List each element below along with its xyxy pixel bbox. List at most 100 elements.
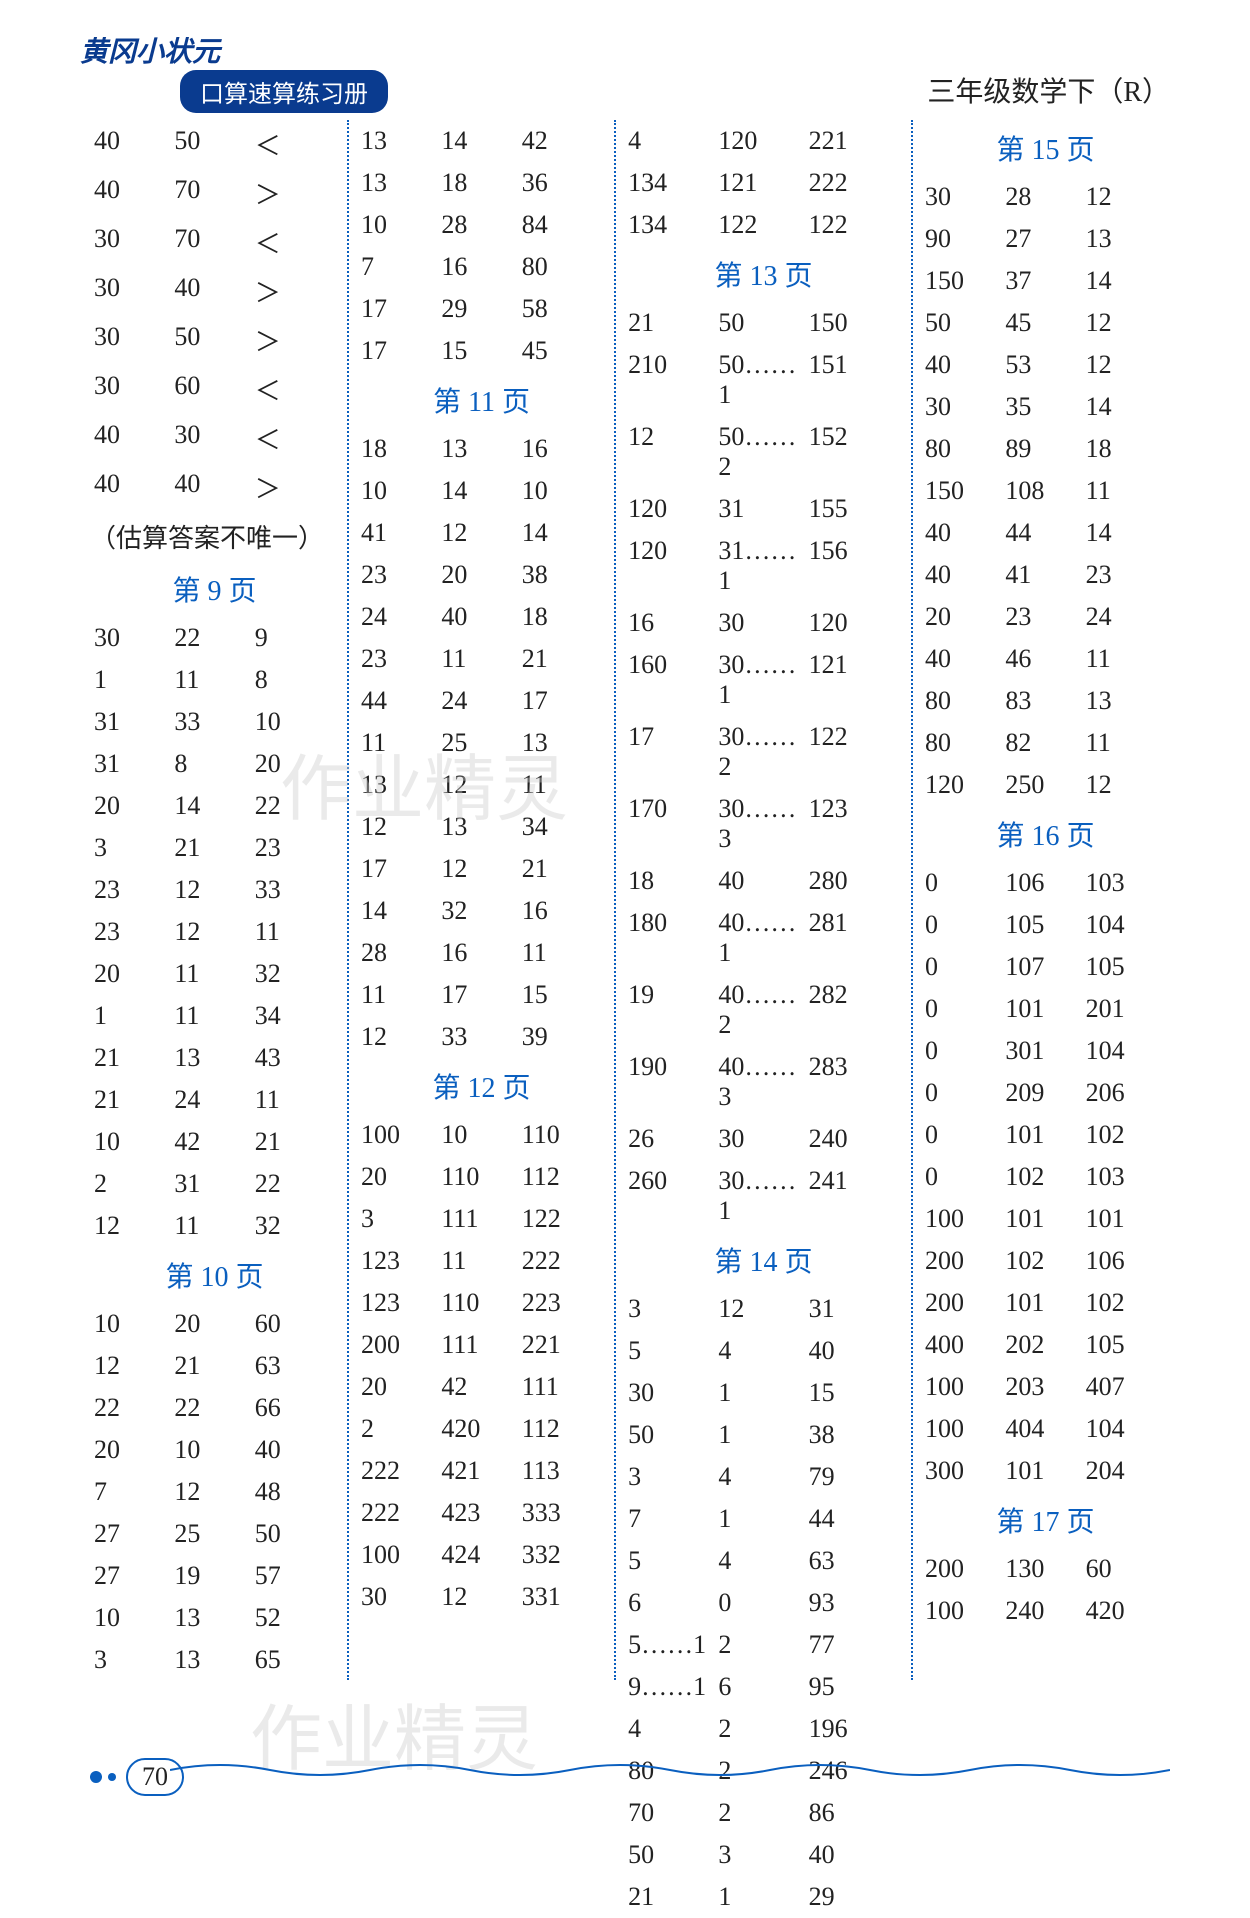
data-row: 272550 <box>90 1513 339 1555</box>
cell: 281 <box>809 908 899 968</box>
data-row: 50138 <box>624 1414 903 1456</box>
cell: 17 <box>441 980 521 1010</box>
cell: 6 <box>628 1588 718 1618</box>
cell: 30 <box>361 1582 441 1612</box>
cell: 22 <box>94 1393 174 1423</box>
cell: 103 <box>1086 1162 1166 1192</box>
cell: 301 <box>1005 1036 1085 1066</box>
cell: 16 <box>522 896 602 926</box>
cell: 40 <box>925 518 1005 548</box>
data-row: 4040＞ <box>90 463 339 512</box>
cell: 14 <box>441 476 521 506</box>
cell: 45 <box>1005 308 1085 338</box>
cell: 17 <box>361 336 441 366</box>
cell: 222 <box>361 1456 441 1486</box>
data-row: 4120221 <box>624 120 903 162</box>
data-row: 1730……2122 <box>624 716 903 788</box>
data-row: 200102106 <box>921 1240 1170 1282</box>
cell: 30 <box>174 420 254 457</box>
cell: ＞ <box>255 175 335 212</box>
cell: 201 <box>1086 994 1166 1024</box>
cell: 120 <box>718 126 808 156</box>
data-row: 10010110 <box>357 1114 606 1156</box>
data-row: 15010811 <box>921 470 1170 512</box>
cell: 120 <box>628 536 718 596</box>
cell: 423 <box>441 1498 521 1528</box>
data-row: 12031155 <box>624 488 903 530</box>
data-row: 71248 <box>90 1471 339 1513</box>
cell: 63 <box>255 1351 335 1381</box>
cell: 5……1 <box>628 1630 718 1660</box>
cell: 50……1 <box>718 350 808 410</box>
data-row: 31231 <box>624 1288 903 1330</box>
cell: 23 <box>94 917 174 947</box>
cell: 101 <box>1005 1120 1085 1150</box>
cell: 30 <box>718 608 808 638</box>
data-row: 303514 <box>921 386 1170 428</box>
cell: 12 <box>174 1477 254 1507</box>
section-title: 第 13 页 <box>624 246 903 302</box>
cell: 101 <box>1086 1204 1166 1234</box>
cell: 120 <box>809 608 899 638</box>
cell: 31 <box>174 1169 254 1199</box>
cell: 20 <box>925 602 1005 632</box>
cell: 23 <box>1005 602 1085 632</box>
data-row: 222421113 <box>357 1450 606 1492</box>
cell: 28 <box>361 938 441 968</box>
cell: 79 <box>809 1462 899 1492</box>
cell: 20 <box>255 749 335 779</box>
data-row: 0101102 <box>921 1114 1170 1156</box>
cell: 44 <box>809 1504 899 1534</box>
data-row: 1630120 <box>624 602 903 644</box>
cell: 3 <box>94 833 174 863</box>
cell: 12 <box>1086 182 1166 212</box>
cell: 28 <box>1005 182 1085 212</box>
cell: 190 <box>628 1052 718 1112</box>
data-row: 1840280 <box>624 860 903 902</box>
cell: 42 <box>174 1127 254 1157</box>
cell: 152 <box>809 422 899 482</box>
cell: 32 <box>441 896 521 926</box>
cell: 12 <box>1086 308 1166 338</box>
data-row: 808211 <box>921 722 1170 764</box>
cell: 101 <box>1005 1288 1085 1318</box>
cell: 80 <box>522 252 602 282</box>
cell: 110 <box>522 1120 602 1150</box>
cell: 15 <box>522 980 602 1010</box>
cell: 13 <box>361 126 441 156</box>
cell: 283 <box>809 1052 899 1112</box>
cell: 40 <box>94 420 174 457</box>
data-row: 122163 <box>90 1345 339 1387</box>
data-row: 244018 <box>357 596 606 638</box>
cell: 29 <box>809 1882 899 1912</box>
data-row: 19040……3283 <box>624 1046 903 1118</box>
cell: 13 <box>361 168 441 198</box>
data-row: 26030……1241 <box>624 1160 903 1232</box>
cell: 30 <box>718 1124 808 1154</box>
data-row: 112513 <box>357 722 606 764</box>
data-row: 5……1277 <box>624 1624 903 1666</box>
column-4: 第 15 页3028129027131503714504512405312303… <box>921 120 1170 1918</box>
cell: 12 <box>1086 770 1166 800</box>
cell: 30……1 <box>718 1166 808 1226</box>
cell: 12 <box>94 1211 174 1241</box>
data-row: 404414 <box>921 512 1170 554</box>
cell: 1 <box>718 1504 808 1534</box>
cell: 13 <box>1086 686 1166 716</box>
cell: 221 <box>809 126 899 156</box>
cell: 100 <box>925 1204 1005 1234</box>
data-row: 30115 <box>624 1372 903 1414</box>
cell: 11 <box>1086 728 1166 758</box>
cell: 30 <box>94 371 174 408</box>
divider <box>911 120 913 1680</box>
cell: 18 <box>441 168 521 198</box>
cell: 19 <box>628 980 718 1040</box>
cell: 111 <box>441 1204 521 1234</box>
cell: 30 <box>94 623 174 653</box>
cell: 40 <box>925 560 1005 590</box>
column-3: 4120221134121222134122122第 13 页215015021… <box>624 120 903 1918</box>
cell: 150 <box>925 266 1005 296</box>
cell: 40 <box>925 644 1005 674</box>
cell: 103 <box>1086 868 1166 898</box>
data-row: 222423333 <box>357 1492 606 1534</box>
